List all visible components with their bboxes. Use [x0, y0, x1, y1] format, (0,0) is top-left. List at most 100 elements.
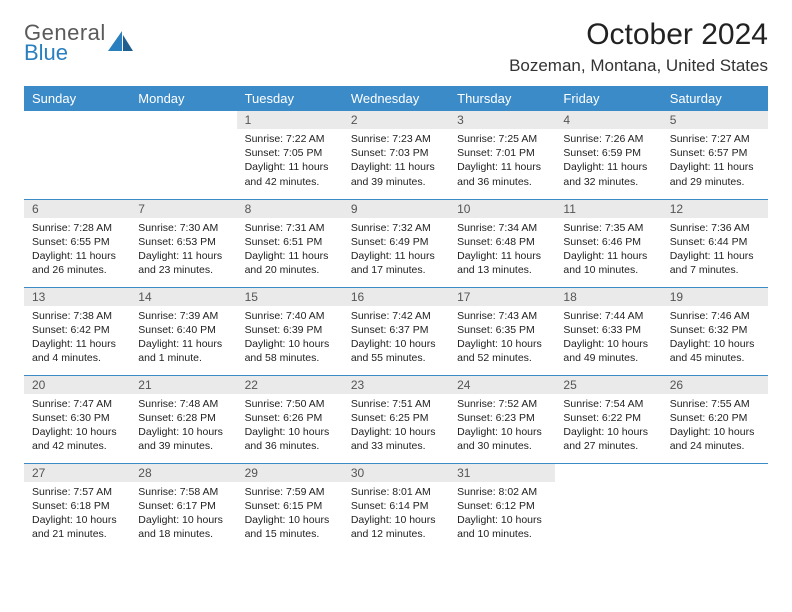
calendar-cell: [555, 463, 661, 551]
day-details: Sunrise: 7:58 AMSunset: 6:17 PMDaylight:…: [130, 482, 236, 548]
calendar-week-row: 13Sunrise: 7:38 AMSunset: 6:42 PMDayligh…: [24, 287, 768, 375]
calendar-cell: 16Sunrise: 7:42 AMSunset: 6:37 PMDayligh…: [343, 287, 449, 375]
day-number: 20: [24, 376, 130, 394]
calendar-cell: 20Sunrise: 7:47 AMSunset: 6:30 PMDayligh…: [24, 375, 130, 463]
calendar-week-row: 1Sunrise: 7:22 AMSunset: 7:05 PMDaylight…: [24, 111, 768, 199]
calendar-cell: 27Sunrise: 7:57 AMSunset: 6:18 PMDayligh…: [24, 463, 130, 551]
calendar-cell: 9Sunrise: 7:32 AMSunset: 6:49 PMDaylight…: [343, 199, 449, 287]
calendar-cell: 2Sunrise: 7:23 AMSunset: 7:03 PMDaylight…: [343, 111, 449, 199]
day-header: Monday: [130, 86, 236, 111]
day-details: Sunrise: 7:32 AMSunset: 6:49 PMDaylight:…: [343, 218, 449, 284]
day-details: Sunrise: 7:38 AMSunset: 6:42 PMDaylight:…: [24, 306, 130, 372]
calendar-cell: 14Sunrise: 7:39 AMSunset: 6:40 PMDayligh…: [130, 287, 236, 375]
calendar-cell: 28Sunrise: 7:58 AMSunset: 6:17 PMDayligh…: [130, 463, 236, 551]
calendar-cell: [24, 111, 130, 199]
day-header: Wednesday: [343, 86, 449, 111]
day-details: Sunrise: 7:50 AMSunset: 6:26 PMDaylight:…: [237, 394, 343, 460]
day-number: 7: [130, 200, 236, 218]
day-number: 27: [24, 464, 130, 482]
day-details: Sunrise: 8:01 AMSunset: 6:14 PMDaylight:…: [343, 482, 449, 548]
calendar-cell: 15Sunrise: 7:40 AMSunset: 6:39 PMDayligh…: [237, 287, 343, 375]
day-number: 10: [449, 200, 555, 218]
day-number: 6: [24, 200, 130, 218]
day-details: Sunrise: 7:26 AMSunset: 6:59 PMDaylight:…: [555, 129, 661, 195]
day-details: Sunrise: 7:22 AMSunset: 7:05 PMDaylight:…: [237, 129, 343, 195]
day-number: 31: [449, 464, 555, 482]
day-details: Sunrise: 7:28 AMSunset: 6:55 PMDaylight:…: [24, 218, 130, 284]
day-number: 19: [662, 288, 768, 306]
day-number: 11: [555, 200, 661, 218]
day-details: Sunrise: 7:52 AMSunset: 6:23 PMDaylight:…: [449, 394, 555, 460]
day-number: 13: [24, 288, 130, 306]
day-number: 2: [343, 111, 449, 129]
brand-line2: Blue: [24, 42, 106, 64]
location-subtitle: Bozeman, Montana, United States: [509, 56, 768, 76]
calendar-cell: 29Sunrise: 7:59 AMSunset: 6:15 PMDayligh…: [237, 463, 343, 551]
day-number: 21: [130, 376, 236, 394]
day-details: Sunrise: 7:40 AMSunset: 6:39 PMDaylight:…: [237, 306, 343, 372]
day-number: 12: [662, 200, 768, 218]
day-details: Sunrise: 7:42 AMSunset: 6:37 PMDaylight:…: [343, 306, 449, 372]
header: General Blue October 2024 Bozeman, Monta…: [24, 18, 768, 76]
calendar-cell: 13Sunrise: 7:38 AMSunset: 6:42 PMDayligh…: [24, 287, 130, 375]
day-number: 30: [343, 464, 449, 482]
day-details: Sunrise: 8:02 AMSunset: 6:12 PMDaylight:…: [449, 482, 555, 548]
day-details: Sunrise: 7:51 AMSunset: 6:25 PMDaylight:…: [343, 394, 449, 460]
calendar-cell: 23Sunrise: 7:51 AMSunset: 6:25 PMDayligh…: [343, 375, 449, 463]
calendar-cell: 7Sunrise: 7:30 AMSunset: 6:53 PMDaylight…: [130, 199, 236, 287]
day-details: Sunrise: 7:57 AMSunset: 6:18 PMDaylight:…: [24, 482, 130, 548]
day-details: Sunrise: 7:23 AMSunset: 7:03 PMDaylight:…: [343, 129, 449, 195]
day-number: 17: [449, 288, 555, 306]
day-number: 22: [237, 376, 343, 394]
calendar-cell: 31Sunrise: 8:02 AMSunset: 6:12 PMDayligh…: [449, 463, 555, 551]
day-number: 29: [237, 464, 343, 482]
day-details: Sunrise: 7:46 AMSunset: 6:32 PMDaylight:…: [662, 306, 768, 372]
calendar-cell: 10Sunrise: 7:34 AMSunset: 6:48 PMDayligh…: [449, 199, 555, 287]
calendar-cell: 4Sunrise: 7:26 AMSunset: 6:59 PMDaylight…: [555, 111, 661, 199]
calendar-cell: 19Sunrise: 7:46 AMSunset: 6:32 PMDayligh…: [662, 287, 768, 375]
calendar-cell: 5Sunrise: 7:27 AMSunset: 6:57 PMDaylight…: [662, 111, 768, 199]
day-number: 4: [555, 111, 661, 129]
day-details: Sunrise: 7:34 AMSunset: 6:48 PMDaylight:…: [449, 218, 555, 284]
calendar-cell: [130, 111, 236, 199]
calendar-cell: 1Sunrise: 7:22 AMSunset: 7:05 PMDaylight…: [237, 111, 343, 199]
calendar-week-row: 27Sunrise: 7:57 AMSunset: 6:18 PMDayligh…: [24, 463, 768, 551]
day-details: Sunrise: 7:36 AMSunset: 6:44 PMDaylight:…: [662, 218, 768, 284]
calendar-week-row: 6Sunrise: 7:28 AMSunset: 6:55 PMDaylight…: [24, 199, 768, 287]
day-details: Sunrise: 7:31 AMSunset: 6:51 PMDaylight:…: [237, 218, 343, 284]
day-details: Sunrise: 7:43 AMSunset: 6:35 PMDaylight:…: [449, 306, 555, 372]
calendar-cell: 24Sunrise: 7:52 AMSunset: 6:23 PMDayligh…: [449, 375, 555, 463]
calendar-cell: 26Sunrise: 7:55 AMSunset: 6:20 PMDayligh…: [662, 375, 768, 463]
day-number: 5: [662, 111, 768, 129]
calendar-cell: 25Sunrise: 7:54 AMSunset: 6:22 PMDayligh…: [555, 375, 661, 463]
day-details: Sunrise: 7:25 AMSunset: 7:01 PMDaylight:…: [449, 129, 555, 195]
day-details: Sunrise: 7:27 AMSunset: 6:57 PMDaylight:…: [662, 129, 768, 195]
day-details: Sunrise: 7:59 AMSunset: 6:15 PMDaylight:…: [237, 482, 343, 548]
calendar-cell: 3Sunrise: 7:25 AMSunset: 7:01 PMDaylight…: [449, 111, 555, 199]
day-details: Sunrise: 7:30 AMSunset: 6:53 PMDaylight:…: [130, 218, 236, 284]
calendar-cell: 30Sunrise: 8:01 AMSunset: 6:14 PMDayligh…: [343, 463, 449, 551]
day-details: Sunrise: 7:54 AMSunset: 6:22 PMDaylight:…: [555, 394, 661, 460]
calendar-cell: 18Sunrise: 7:44 AMSunset: 6:33 PMDayligh…: [555, 287, 661, 375]
calendar-cell: 8Sunrise: 7:31 AMSunset: 6:51 PMDaylight…: [237, 199, 343, 287]
day-number: 8: [237, 200, 343, 218]
calendar-cell: 12Sunrise: 7:36 AMSunset: 6:44 PMDayligh…: [662, 199, 768, 287]
day-details: Sunrise: 7:35 AMSunset: 6:46 PMDaylight:…: [555, 218, 661, 284]
day-number: 14: [130, 288, 236, 306]
day-number: 23: [343, 376, 449, 394]
brand-logo: General Blue: [24, 22, 134, 64]
day-number: 28: [130, 464, 236, 482]
day-number: 3: [449, 111, 555, 129]
brand-sail-icon: [108, 31, 134, 58]
day-header-row: Sunday Monday Tuesday Wednesday Thursday…: [24, 86, 768, 111]
day-header: Saturday: [662, 86, 768, 111]
day-details: Sunrise: 7:55 AMSunset: 6:20 PMDaylight:…: [662, 394, 768, 460]
day-number: 24: [449, 376, 555, 394]
day-number: 9: [343, 200, 449, 218]
calendar-cell: 17Sunrise: 7:43 AMSunset: 6:35 PMDayligh…: [449, 287, 555, 375]
day-header: Tuesday: [237, 86, 343, 111]
day-details: Sunrise: 7:47 AMSunset: 6:30 PMDaylight:…: [24, 394, 130, 460]
day-number: 26: [662, 376, 768, 394]
calendar-table: Sunday Monday Tuesday Wednesday Thursday…: [24, 86, 768, 551]
day-header: Thursday: [449, 86, 555, 111]
